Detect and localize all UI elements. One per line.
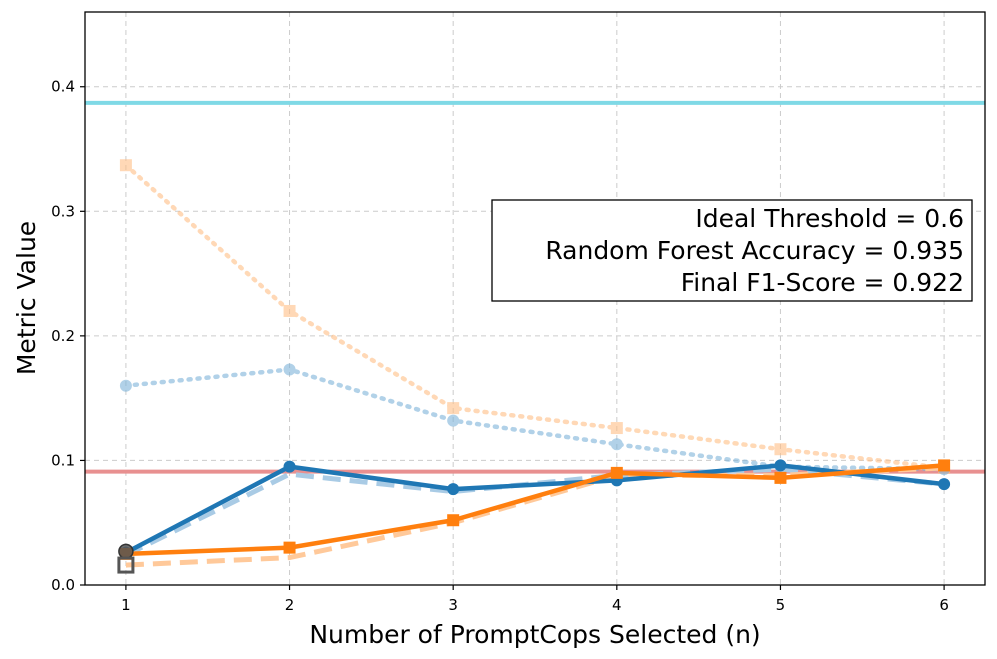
series-4 <box>119 459 951 559</box>
y-tick-label: 0.3 <box>51 202 75 220</box>
series-5 <box>119 459 951 560</box>
series-2 <box>124 466 945 558</box>
series-line <box>125 463 945 557</box>
series-1 <box>119 363 951 476</box>
data-point <box>938 459 951 472</box>
data-point <box>774 443 787 456</box>
series-line <box>124 463 945 555</box>
data-point <box>119 379 132 392</box>
data-point <box>447 514 460 527</box>
y-tick-label: 0.0 <box>51 576 75 594</box>
x-tick-label: 6 <box>939 596 949 614</box>
series-layer <box>117 159 951 574</box>
annotation-frame <box>491 199 973 302</box>
data-point <box>938 478 951 491</box>
start-marker <box>118 543 134 560</box>
x-axis-label: Number of PromptCops Selected (n) <box>309 620 760 649</box>
data-point <box>283 541 296 554</box>
series-line <box>123 162 947 471</box>
y-tick-label: 0.1 <box>51 451 75 469</box>
data-point <box>283 363 296 376</box>
y-tick-label: 0.2 <box>51 327 75 345</box>
data-point <box>447 402 460 415</box>
annotation-line-threshold: Ideal Threshold = 0.6 <box>695 204 964 233</box>
y-axis-label: Metric Value <box>12 221 41 375</box>
plot-frame <box>84 11 986 586</box>
data-point <box>283 304 296 317</box>
data-point <box>610 438 623 451</box>
y-tick-label: 0.4 <box>51 78 75 96</box>
data-point <box>119 159 132 172</box>
data-point <box>283 460 296 473</box>
data-point <box>610 422 623 435</box>
annotation-line-accuracy: Random Forest Accuracy = 0.935 <box>545 236 964 265</box>
annotation-line-f1: Final F1-Score = 0.922 <box>681 268 964 297</box>
x-tick-label: 1 <box>121 596 131 614</box>
data-point <box>774 471 787 484</box>
data-point <box>610 466 623 479</box>
x-tick-label: 4 <box>612 596 622 614</box>
annotation-box: Ideal Threshold = 0.6 Random Forest Accu… <box>491 199 973 302</box>
start-marker <box>117 556 135 574</box>
data-point <box>447 414 460 427</box>
data-point <box>774 459 787 472</box>
x-tick-label: 2 <box>285 596 295 614</box>
data-point <box>447 483 460 496</box>
series-line <box>124 466 945 558</box>
ticks: 1 2 3 4 5 6 0.0 0.1 0.2 0.3 0.4 <box>51 78 949 614</box>
x-tick-label: 5 <box>776 596 786 614</box>
series-line <box>123 367 947 472</box>
x-tick-label: 3 <box>448 596 458 614</box>
